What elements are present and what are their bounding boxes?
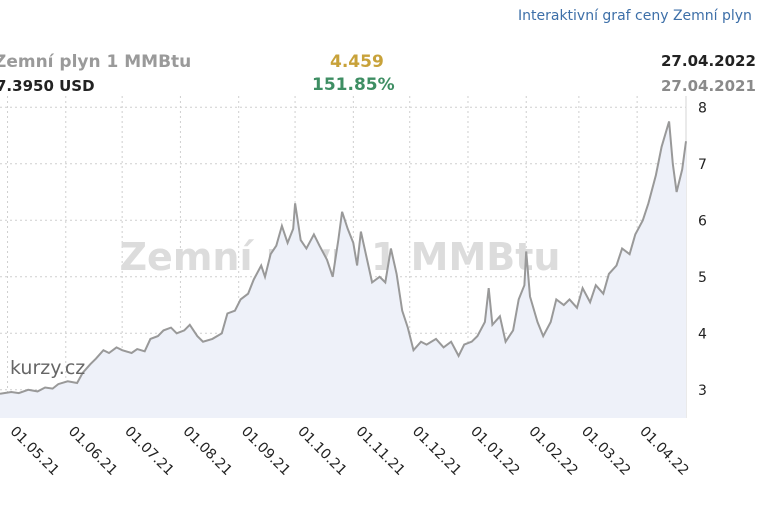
x-tick-label: 01.11.21 <box>353 424 408 479</box>
y-tick-label: 3 <box>698 383 707 399</box>
x-tick-label: 01.05.21 <box>7 424 62 479</box>
y-tick-label: 8 <box>698 100 707 116</box>
price-area <box>0 121 686 419</box>
x-tick-label: 01.10.21 <box>294 424 349 479</box>
change-value: 4.459 <box>330 52 384 72</box>
y-tick-label: 5 <box>698 270 707 286</box>
x-tick-label: 01.02.22 <box>525 424 580 479</box>
chart-link-title[interactable]: Interaktivní graf ceny Zemní plyn <box>518 8 752 24</box>
x-tick-label: 01.08.21 <box>180 424 235 479</box>
x-tick-label: 01.01.22 <box>467 424 522 479</box>
x-tick-label: 01.04.22 <box>636 424 691 479</box>
x-tick-label: 01.09.21 <box>238 424 293 479</box>
logo-text: kurzy.cz <box>10 357 85 379</box>
change-percent: 151.85% <box>312 75 395 95</box>
x-axis: 01.05.21 01.06.21 01.07.21 01.08.21 01.09.21… <box>7 424 692 479</box>
kurzy-logo[interactable]: kurzy.cz <box>10 357 85 379</box>
commodity-name: Zemní plyn 1 MMBtu <box>0 52 192 72</box>
x-tick-label: 01.03.22 <box>578 424 633 479</box>
price-line <box>0 121 687 395</box>
y-tick-label: 4 <box>698 326 707 342</box>
y-axis: 3 4 5 6 7 8 <box>698 100 707 398</box>
y-tick-label: 7 <box>698 157 707 173</box>
current-price: 7.3950 USD <box>0 77 95 95</box>
x-tick-label: 01.07.21 <box>121 424 176 479</box>
y-tick-label: 6 <box>698 213 707 229</box>
date-from: 27.04.2021 <box>661 77 756 95</box>
x-tick-label: 01.06.21 <box>65 424 120 479</box>
x-tick-label: 01.12.21 <box>409 424 464 479</box>
date-to: 27.04.2022 <box>661 52 756 70</box>
